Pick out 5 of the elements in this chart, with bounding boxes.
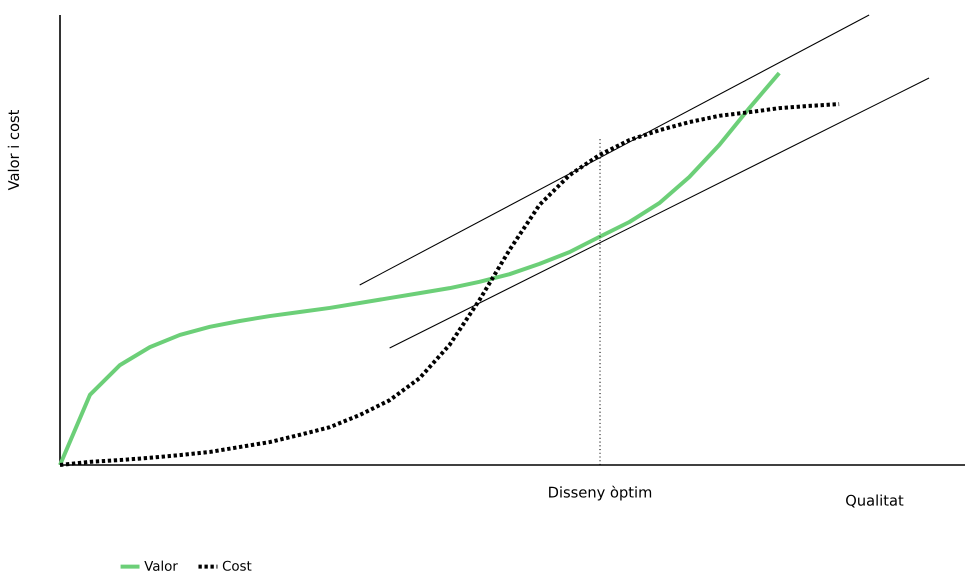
x-axis-title: Qualitat (846, 494, 904, 508)
legend-label: Valor (144, 560, 178, 571)
legend-label: Cost (222, 560, 252, 571)
y-axis-title: Valor i cost (8, 110, 20, 190)
text: Disseny òptim (549, 486, 652, 500)
